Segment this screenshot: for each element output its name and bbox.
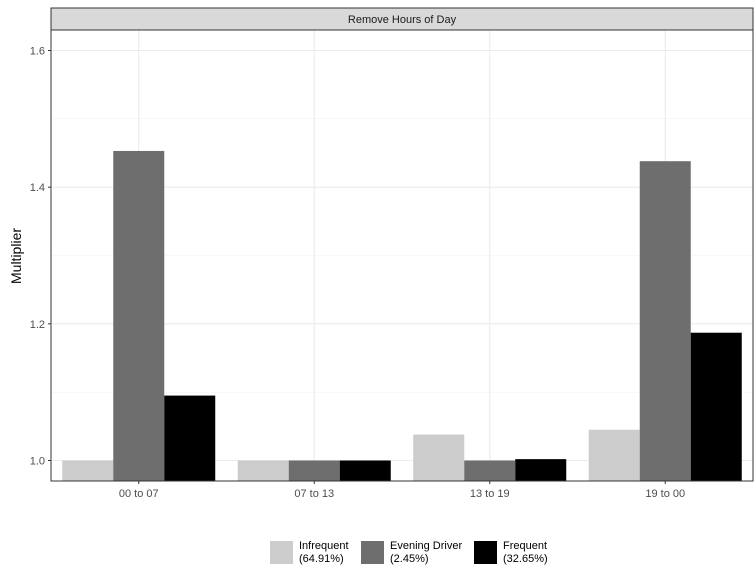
bars xyxy=(62,150,742,481)
x-tick-label: 19 to 00 xyxy=(645,488,685,500)
y-axis-title: Multiplier xyxy=(8,228,24,284)
x-tick-label: 07 to 13 xyxy=(294,488,334,500)
legend-label-percent: (32.65%) xyxy=(503,553,548,565)
legend-label: Evening Driver xyxy=(390,540,462,552)
x-axis: 00 to 07 07 to 13 13 to 19 19 to 00 xyxy=(119,481,685,500)
legend-item-infrequent: Infrequent(64.91%) xyxy=(270,540,349,565)
bar-frequent-4 xyxy=(690,332,742,481)
bar-infrequent-2 xyxy=(237,460,289,481)
legend-item-evening-driver: Evening Driver(2.45%) xyxy=(361,540,462,565)
legend-key xyxy=(361,541,384,564)
legend-label-percent: (2.45%) xyxy=(390,553,429,565)
facet-strip: Remove Hours of Day xyxy=(50,7,754,31)
legend-label: Frequent xyxy=(503,540,547,552)
bar-evening-driver-2 xyxy=(288,460,340,481)
legend-label: Infrequent xyxy=(299,540,349,552)
bar-infrequent-3 xyxy=(413,434,465,481)
y-tick-label: 1.0 xyxy=(30,456,45,468)
bar-evening-driver-3 xyxy=(464,460,516,481)
legend-key xyxy=(270,541,293,564)
x-tick-label: 00 to 07 xyxy=(119,488,159,500)
legend-label-percent: (64.91%) xyxy=(299,553,344,565)
legend-key xyxy=(474,541,497,564)
facet-title: Remove Hours of Day xyxy=(348,14,457,26)
x-tick-label: 13 to 19 xyxy=(470,488,510,500)
plot-panel-frame xyxy=(50,29,754,482)
bar-infrequent-1 xyxy=(62,460,114,481)
legend: Infrequent(64.91%) Evening Driver(2.45%) F… xyxy=(270,540,548,565)
plot-panel xyxy=(50,29,754,482)
bar-frequent-1 xyxy=(164,395,216,481)
bar-frequent-2 xyxy=(339,460,391,481)
bar-frequent-3 xyxy=(515,459,567,481)
y-tick-label: 1.6 xyxy=(30,46,45,58)
bar-infrequent-4 xyxy=(588,429,640,481)
y-tick-label: 1.4 xyxy=(30,182,45,194)
legend-item-frequent: Frequent(32.65%) xyxy=(474,540,548,565)
bar-evening-driver-4 xyxy=(639,161,691,481)
bar-evening-driver-1 xyxy=(113,150,165,481)
y-axis: 1.0 1.2 1.4 1.6 xyxy=(30,46,51,468)
y-tick-label: 1.2 xyxy=(30,319,45,331)
